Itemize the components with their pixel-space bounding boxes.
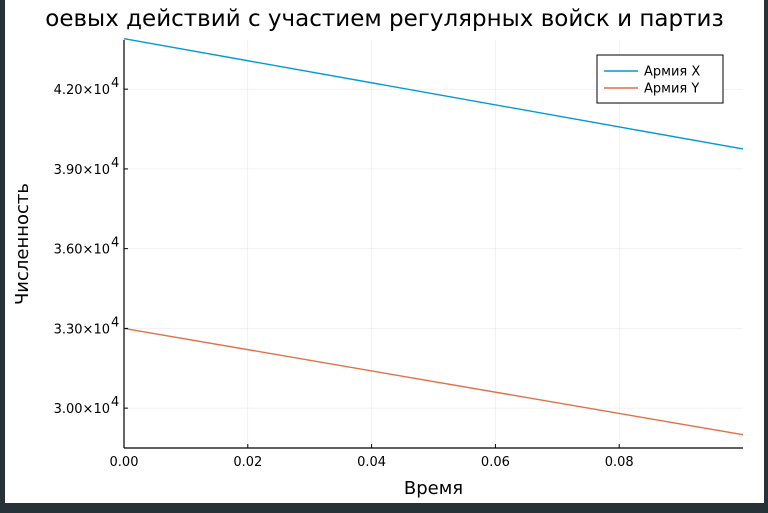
y-tick-exponent: 4 [111, 395, 119, 410]
y-tick-label: 3.60×10 [54, 243, 110, 258]
y-tick-exponent: 4 [111, 236, 119, 251]
y-tick-exponent: 4 [111, 156, 119, 171]
plot-panel: оевых действий с участием регулярных вой… [5, 0, 764, 503]
legend: Армия X Армия Y [596, 54, 724, 104]
legend-label: Армия Y [644, 82, 699, 97]
chart-title: оевых действий с участием регулярных вой… [45, 6, 724, 32]
y-tick-label: 3.30×10 [54, 322, 110, 337]
y-tick-exponent: 4 [111, 315, 119, 330]
y-tick-label: 4.20×10 [54, 83, 110, 98]
series-layer [123, 37, 744, 436]
x-axis-title: Время [404, 478, 463, 499]
y-tick-label: 3.00×10 [54, 402, 110, 417]
axis-layer [123, 40, 743, 449]
x-tick-label: 0.08 [605, 455, 634, 470]
y-axis-title: Численность [12, 183, 33, 305]
x-tick-label: 0.00 [110, 455, 139, 470]
series-line-2 [123, 327, 744, 436]
y-tick-label: 3.90×10 [54, 163, 110, 178]
legend-label: Армия X [644, 65, 700, 80]
series-line-1 [123, 37, 744, 150]
y-tick-exponent: 4 [111, 76, 119, 91]
x-tick-label: 0.04 [357, 455, 386, 470]
x-tick-label: 0.02 [233, 455, 262, 470]
tick-layer: 0.00 0.02 0.04 0.06 0.083.00×10 43.30×10 43.60… [54, 76, 634, 470]
chart-svg: 0.00 0.02 0.04 0.06 0.083.00×10 43.30×10 43.60… [12, 37, 744, 499]
legend-box [596, 54, 724, 104]
x-tick-label: 0.06 [481, 455, 510, 470]
